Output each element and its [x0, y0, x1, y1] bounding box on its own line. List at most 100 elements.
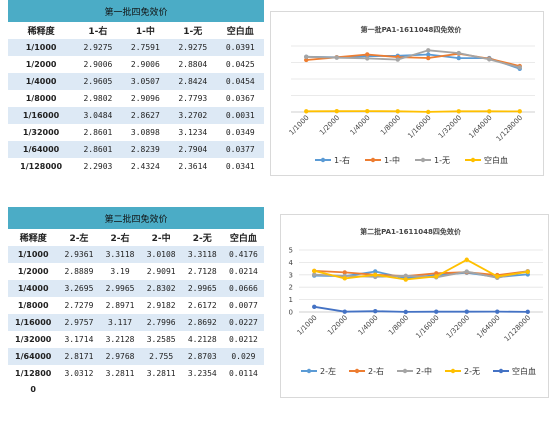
data-point [434, 274, 438, 278]
legend-marker [321, 158, 325, 162]
value-cell: 2.8971 [100, 297, 141, 314]
value-cell: 3.2811 [100, 365, 141, 382]
table-row: 1/12800 3.0312 3.2811 3.2811 3.2354 0.0114 [8, 365, 264, 382]
value-cell: 2.9091 [141, 263, 182, 280]
value-cell: 2.2903 [74, 158, 121, 175]
x-tick-label: 1/16000 [406, 114, 432, 140]
x-tick-label: 1/32000 [445, 314, 471, 340]
table-row: 1/32000 3.1714 3.2128 3.2585 4.2128 0.0212 [8, 331, 264, 348]
legend-item: 2-左 [301, 366, 336, 376]
dilution-cell: 1/16000 [8, 107, 74, 124]
value-cell: 2.7996 [141, 314, 182, 331]
value-cell: 2.7279 [58, 297, 99, 314]
dilution-cell: 1/8000 [8, 90, 74, 107]
dilution-cell-tail: 0 [8, 382, 58, 396]
value-cell: 0.0031 [217, 107, 264, 124]
value-cell: 0.0377 [217, 141, 264, 158]
data-point [495, 309, 499, 313]
data-point [304, 109, 308, 113]
dilution-cell: 1/16000 [8, 314, 58, 331]
dilution-cell: 1/32000 [8, 124, 74, 141]
legend-item: 2-右 [349, 366, 384, 376]
table-batch2: 第二批四免效价 稀释度 2-左 2-右 2-中 2-无 空白血 1/1000 2.9361 3.3… [8, 207, 264, 396]
data-point [365, 52, 369, 56]
data-point [373, 309, 377, 313]
value-cell: 2.9757 [58, 314, 99, 331]
value-cell: 2.9605 [74, 73, 121, 90]
x-tick-label: 1/4000 [357, 314, 380, 337]
value-cell: 2.9965 [100, 280, 141, 297]
dilution-cell: 1/2000 [8, 56, 74, 73]
x-tick-label: 1/1000 [296, 314, 319, 337]
dilution-cell: 1/8000 [8, 297, 58, 314]
table-row: 1/2000 2.9006 2.9006 2.8804 0.0425 [8, 56, 264, 73]
data-point [434, 310, 438, 314]
x-tick-label: 1/2000 [326, 314, 349, 337]
value-cell: 2.9802 [74, 90, 121, 107]
data-point [426, 110, 430, 114]
column-header: 2-右 [100, 229, 141, 246]
value-cell: 0.0391 [217, 39, 264, 56]
table-row: 1/1000 2.9361 3.3118 3.0108 3.3118 0.4176 [8, 246, 264, 263]
data-point [465, 310, 469, 314]
table-row: 1/1000 2.9275 2.7591 2.9275 0.0391 [8, 39, 264, 56]
table-batch1: 第一批四免效价 稀释度 1-右 1-中 1-无 空白血 1/1000 2.9275 2.7591… [8, 0, 264, 175]
value-cell: 2.8889 [58, 263, 99, 280]
value-cell: 3.0507 [122, 73, 169, 90]
data-point [304, 55, 308, 59]
value-cell: 3.0108 [141, 246, 182, 263]
table-row: 1/2000 2.8889 3.19 2.9091 2.7128 0.0214 [8, 263, 264, 280]
dilution-cell: 1/4000 [8, 280, 58, 297]
legend-item: 2-无 [445, 367, 480, 376]
column-header: 2-无 [182, 229, 223, 246]
value-cell: 0.0214 [223, 263, 264, 280]
x-tick-label: 1/64000 [475, 314, 501, 340]
legend-label: 1-中 [384, 155, 400, 165]
table-row: 1/8000 2.7279 2.8971 2.9182 2.6172 0.0077 [8, 297, 264, 314]
legend-marker [371, 158, 375, 162]
column-header: 1-无 [169, 22, 216, 39]
table-row: 1/4000 3.2695 2.9965 2.8302 2.9965 0.0666 [8, 280, 264, 297]
table-row: 1/16000 3.0484 2.8627 3.2702 0.0031 [8, 107, 264, 124]
chart-title: 第一批PA1-1611048四免效价 [361, 25, 463, 34]
value-cell: 2.9965 [182, 280, 223, 297]
table-row: 1/8000 2.9802 2.9096 2.7793 0.0367 [8, 90, 264, 107]
legend-label: 2-右 [368, 366, 384, 376]
x-tick-label: 1/128000 [503, 314, 532, 343]
data-point [396, 109, 400, 113]
dilution-cell: 1/2000 [8, 263, 58, 280]
value-cell: 2.9275 [74, 39, 121, 56]
data-point [312, 269, 316, 273]
data-point [312, 305, 316, 309]
table-title-row: 第二批四免效价 [8, 207, 264, 229]
value-cell: 0.0227 [223, 314, 264, 331]
x-tick-label: 1/2000 [318, 114, 341, 137]
legend-marker [355, 369, 359, 373]
column-header: 空白血 [223, 229, 264, 246]
value-cell: 2.6172 [182, 297, 223, 314]
value-cell: 0.0077 [223, 297, 264, 314]
x-tick-label: 1/64000 [467, 114, 493, 140]
dilution-cell: 1/4000 [8, 73, 74, 90]
value-cell: 3.2128 [100, 331, 141, 348]
data-point [365, 56, 369, 60]
y-tick-label: 2 [289, 284, 293, 292]
value-cell: 3.3118 [100, 246, 141, 263]
x-tick-label: 1/4000 [349, 114, 372, 137]
data-point [518, 109, 522, 113]
column-header: 稀释度 [8, 229, 58, 246]
dilution-cell: 1/64000 [8, 348, 58, 365]
chart-title: 第二批PA1-1611048四免效价 [360, 227, 462, 236]
value-cell: 3.2695 [58, 280, 99, 297]
data-point [343, 310, 347, 314]
legend-label: 2-中 [416, 366, 432, 376]
value-cell: 0.0666 [223, 280, 264, 297]
legend-label: 1-右 [334, 155, 350, 165]
legend-marker [471, 158, 475, 162]
table-row: 1/64000 2.8171 2.9768 2.755 2.8703 0.029 [8, 348, 264, 365]
data-point [487, 57, 491, 61]
legend-marker [421, 158, 425, 162]
data-point [404, 277, 408, 281]
value-cell: 3.117 [100, 314, 141, 331]
value-cell: 0.0114 [223, 365, 264, 382]
